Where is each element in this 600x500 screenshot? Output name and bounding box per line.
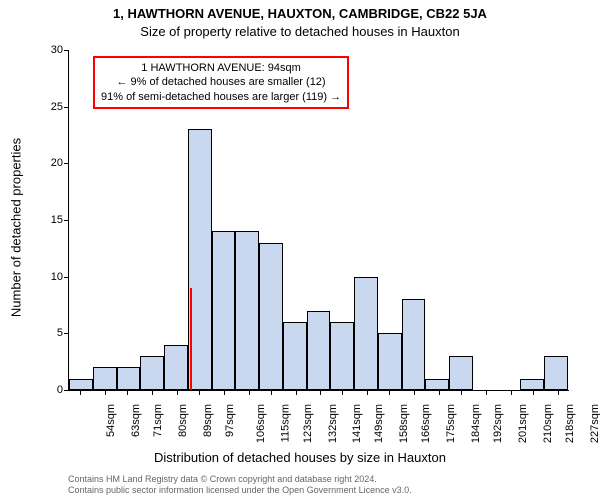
x-tick (80, 390, 81, 395)
x-tick-label: 80sqm (177, 404, 189, 437)
x-tick (486, 390, 487, 395)
x-tick-label: 63sqm (130, 404, 142, 437)
subtitle: Size of property relative to detached ho… (0, 24, 600, 39)
x-tick-label: 89sqm (202, 404, 214, 437)
x-tick (224, 390, 225, 395)
x-tick-label: 132sqm (327, 404, 339, 443)
histogram-bar (283, 322, 307, 390)
x-tick-label: 71sqm (152, 404, 164, 437)
x-tick (152, 390, 153, 395)
y-tick-label: 25 (51, 101, 63, 113)
x-tick-label: 218sqm (564, 404, 576, 443)
histogram-bar (425, 379, 449, 390)
histogram-bar (212, 231, 236, 390)
x-tick (511, 390, 512, 395)
x-tick (389, 390, 390, 395)
histogram-bar (378, 333, 402, 390)
histogram-bar (520, 379, 544, 390)
x-tick-label: 141sqm (352, 404, 364, 443)
histogram-bar (69, 379, 93, 390)
y-tick-label: 10 (51, 271, 63, 283)
x-tick-label: 184sqm (470, 404, 482, 443)
x-tick-label: 106sqm (255, 404, 267, 443)
y-tick (64, 50, 69, 51)
x-tick-label: 123sqm (302, 404, 314, 443)
histogram-bar (449, 356, 473, 390)
histogram-bar (259, 243, 283, 390)
page-title: 1, HAWTHORN AVENUE, HAUXTON, CAMBRIDGE, … (0, 6, 600, 21)
y-tick (64, 220, 69, 221)
callout-box: 1 HAWTHORN AVENUE: 94sqm ← 9% of detache… (93, 56, 349, 109)
attribution-line-1: Contains HM Land Registry data © Crown c… (68, 474, 377, 484)
callout-line-2: ← 9% of detached houses are smaller (12) (116, 76, 325, 88)
x-tick (342, 390, 343, 395)
marker-line (190, 288, 192, 390)
histogram-bar (140, 356, 164, 390)
x-axis-label: Distribution of detached houses by size … (0, 450, 600, 465)
histogram-bar (354, 277, 378, 390)
x-tick (533, 390, 534, 395)
y-tick (64, 107, 69, 108)
y-tick (64, 163, 69, 164)
x-tick (296, 390, 297, 395)
histogram-bar (164, 345, 188, 390)
y-tick-label: 20 (51, 157, 63, 169)
x-tick (461, 390, 462, 395)
x-tick-label: 227sqm (589, 404, 600, 443)
attribution-line-2: Contains public sector information licen… (68, 485, 412, 495)
x-tick (249, 390, 250, 395)
y-tick (64, 390, 69, 391)
callout-line-1: 1 HAWTHORN AVENUE: 94sqm (141, 62, 301, 74)
x-tick (105, 390, 106, 395)
histogram-bar (330, 322, 354, 390)
chart-plot-area: 1 HAWTHORN AVENUE: 94sqm ← 9% of detache… (68, 50, 569, 391)
y-tick-label: 30 (51, 44, 63, 56)
y-tick (64, 277, 69, 278)
x-tick (127, 390, 128, 395)
attribution: Contains HM Land Registry data © Crown c… (68, 474, 412, 496)
y-tick-label: 15 (51, 214, 63, 226)
x-tick-label: 149sqm (374, 404, 386, 443)
x-tick (558, 390, 559, 395)
x-tick-label: 158sqm (398, 404, 410, 443)
histogram-bar (93, 367, 117, 390)
x-tick (271, 390, 272, 395)
x-tick-label: 175sqm (445, 404, 457, 443)
x-tick-label: 97sqm (224, 404, 236, 437)
histogram-bar (235, 231, 259, 390)
y-tick-label: 0 (57, 384, 63, 396)
x-tick-label: 210sqm (542, 404, 554, 443)
histogram-bar (307, 311, 331, 390)
x-tick-label: 201sqm (517, 404, 529, 443)
x-tick (414, 390, 415, 395)
x-tick-label: 115sqm (279, 404, 291, 442)
y-tick (64, 333, 69, 334)
x-tick (367, 390, 368, 395)
histogram-bar (544, 356, 568, 390)
histogram-bar (402, 299, 426, 390)
x-tick-label: 192sqm (492, 404, 504, 443)
callout-line-3: 91% of semi-detached houses are larger (… (101, 91, 341, 103)
x-tick (320, 390, 321, 395)
y-axis-label: Number of detached properties (9, 138, 24, 317)
x-tick (199, 390, 200, 395)
x-tick (177, 390, 178, 395)
x-tick-label: 54sqm (105, 404, 117, 437)
histogram-bar (117, 367, 141, 390)
y-tick-label: 5 (57, 327, 63, 339)
x-tick (439, 390, 440, 395)
x-tick-label: 166sqm (421, 404, 433, 443)
